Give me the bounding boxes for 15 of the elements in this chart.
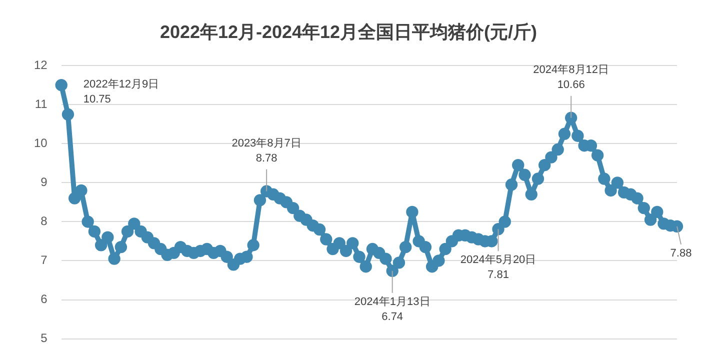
annotation: 2024年8月12日 10.66 (533, 64, 609, 91)
y-tick-label: 11 (34, 96, 48, 111)
annotation: 7.88 (670, 247, 692, 260)
annotation: 2024年5月20日 7.81 (460, 254, 536, 282)
annotation: 2023年8月7日 8.78 (232, 137, 302, 164)
chart-title: 2022年12月-2024年12月全国日平均猪价(元/斤) (160, 22, 538, 42)
y-tick-label: 6 (40, 292, 48, 306)
annotation: 2024年1月13日 6.74 (354, 296, 430, 323)
y-tick-label: 12 (34, 58, 48, 72)
y-tick-label: 10 (34, 136, 48, 150)
y-tick-label: 7 (40, 253, 48, 268)
y-tick-label: 5 (40, 331, 48, 346)
annotation: 2022年12月9日 10.75 (83, 78, 160, 106)
y-tick-label: 8 (40, 214, 48, 228)
y-tick-label: 9 (40, 175, 48, 189)
